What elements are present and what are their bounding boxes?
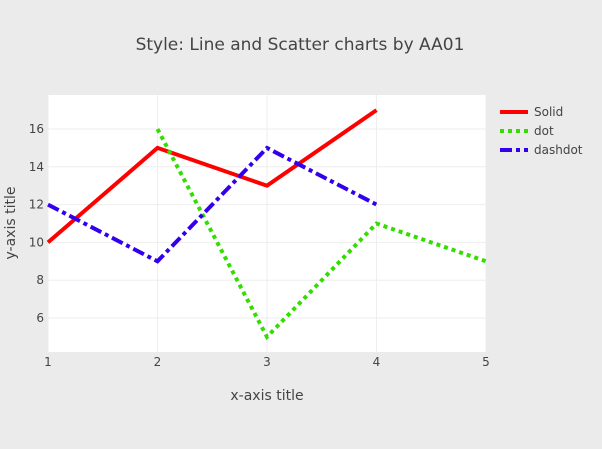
y-tick-label: 12 <box>29 198 44 212</box>
legend-label-dashdot: dashdot <box>534 143 583 157</box>
series-line-solid <box>46 108 378 244</box>
x-tick-label: 5 <box>482 355 490 369</box>
legend: Solid dot dashdot <box>500 105 583 157</box>
series-line-dot <box>155 128 487 341</box>
series-lines <box>46 108 487 341</box>
legend-label-dot: dot <box>534 124 554 138</box>
legend-label-solid: Solid <box>534 105 563 119</box>
x-tick-label: 4 <box>373 355 381 369</box>
y-axis-title: y-axis title <box>3 187 19 260</box>
x-tick-label: 2 <box>154 355 162 369</box>
x-axis-title: x-axis title <box>230 388 303 404</box>
y-tick-label: 16 <box>29 122 44 136</box>
y-tick-label: 10 <box>29 235 44 249</box>
y-tick-label: 6 <box>36 311 44 325</box>
series-line-dashdot <box>47 145 378 264</box>
x-tick-label: 3 <box>263 355 271 369</box>
y-tick-label: 8 <box>36 273 44 287</box>
x-tick-label: 1 <box>44 355 52 369</box>
y-tick-label: 14 <box>29 160 44 174</box>
chart-title: Style: Line and Scatter charts by AA01 <box>136 35 465 55</box>
